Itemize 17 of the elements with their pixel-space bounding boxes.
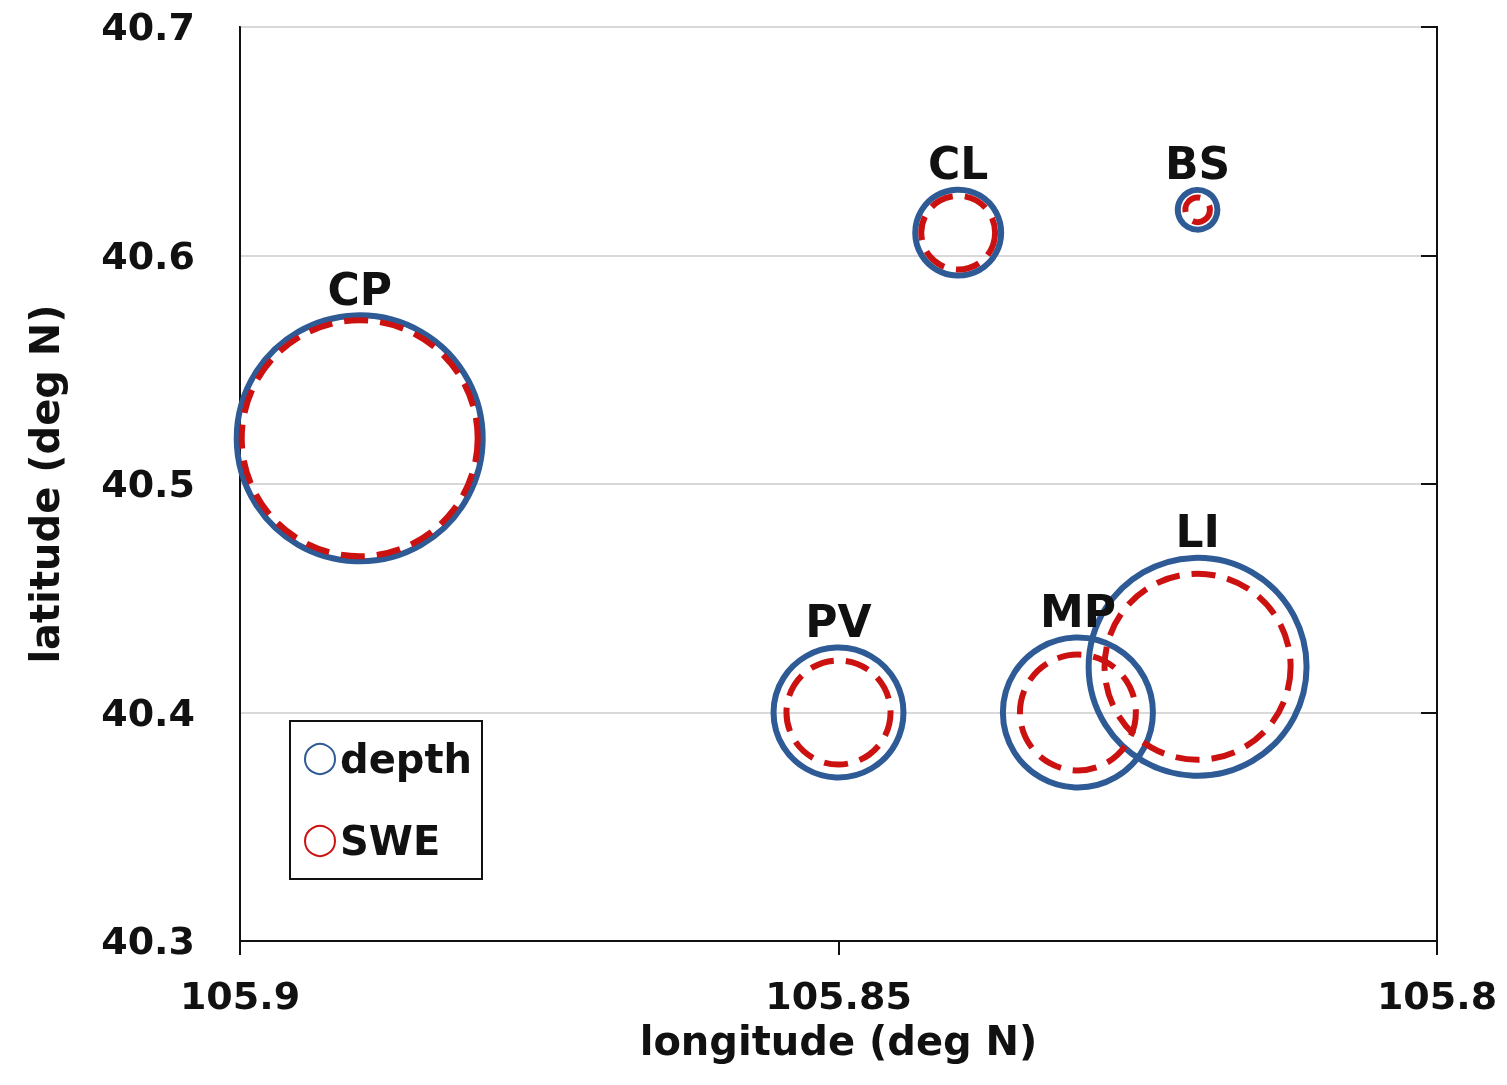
y-tick-label: 40.3 bbox=[101, 919, 195, 963]
annotation: CL bbox=[928, 138, 989, 190]
x-tick-label: 105.85 bbox=[765, 974, 912, 1018]
y-tick-label: 40.4 bbox=[101, 690, 195, 735]
legend-label: depth bbox=[340, 736, 472, 782]
y-axis-title: latitude (deg N) bbox=[22, 304, 68, 664]
y-tick-label: 40.6 bbox=[101, 233, 195, 278]
annotation: LI bbox=[1175, 506, 1220, 558]
x-axis-title: longitude (deg N) bbox=[639, 1018, 1038, 1064]
x-tick-label: 105.8 bbox=[1376, 974, 1498, 1018]
x-tick-label: 105.9 bbox=[179, 974, 301, 1018]
annotation: CP bbox=[327, 263, 392, 315]
y-tick-label: 40.7 bbox=[101, 5, 195, 49]
y-tick-label: 40.5 bbox=[101, 462, 195, 506]
annotation: PV bbox=[805, 596, 872, 648]
annotation: BS bbox=[1164, 138, 1231, 190]
legend-label: SWE bbox=[340, 818, 441, 864]
